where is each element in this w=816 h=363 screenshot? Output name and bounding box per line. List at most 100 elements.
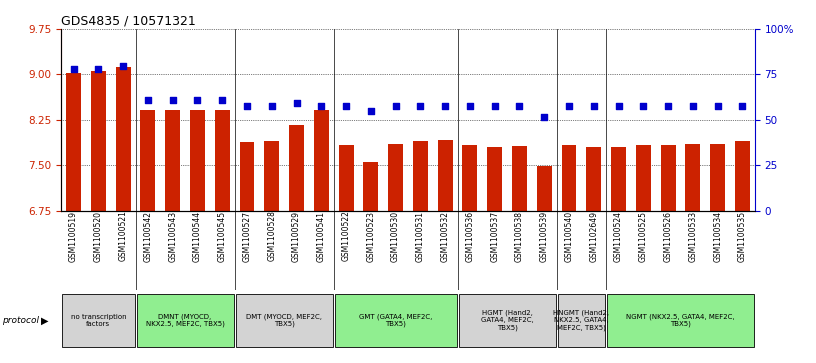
Point [414, 103, 427, 109]
Text: GSM1100532: GSM1100532 [441, 211, 450, 261]
Bar [413, 141, 428, 211]
Point [612, 103, 625, 109]
Text: ▶: ▶ [41, 315, 48, 325]
Bar [611, 147, 626, 211]
Bar [636, 145, 650, 211]
Bar [710, 144, 725, 211]
Text: GSM1100519: GSM1100519 [69, 211, 78, 261]
Bar [66, 73, 81, 211]
Text: DMNT (MYOCD,
NKX2.5, MEF2C, TBX5): DMNT (MYOCD, NKX2.5, MEF2C, TBX5) [145, 313, 224, 327]
Point [290, 99, 303, 105]
FancyBboxPatch shape [136, 294, 233, 347]
Text: GSM1100526: GSM1100526 [663, 211, 672, 261]
Point [166, 97, 180, 103]
FancyBboxPatch shape [607, 294, 754, 347]
Text: GSM1100534: GSM1100534 [713, 211, 722, 262]
FancyBboxPatch shape [557, 294, 605, 347]
Text: NGMT (NKX2.5, GATA4, MEF2C,
TBX5): NGMT (NKX2.5, GATA4, MEF2C, TBX5) [626, 313, 734, 327]
Bar [314, 110, 329, 211]
Bar [116, 67, 131, 211]
Bar [735, 141, 750, 211]
Text: GSM1100531: GSM1100531 [416, 211, 425, 261]
Bar [463, 144, 477, 211]
Text: GSM1100545: GSM1100545 [218, 211, 227, 262]
Point [463, 103, 477, 109]
Text: GDS4835 / 10571321: GDS4835 / 10571321 [61, 15, 196, 28]
FancyBboxPatch shape [62, 294, 135, 347]
Point [662, 103, 675, 109]
Bar [487, 147, 502, 211]
Bar [363, 162, 379, 211]
Text: GSM1100521: GSM1100521 [118, 211, 127, 261]
Bar [561, 145, 576, 211]
Text: GSM1100522: GSM1100522 [342, 211, 351, 261]
Bar [165, 110, 180, 211]
Bar [661, 144, 676, 211]
Text: GSM1100520: GSM1100520 [94, 211, 103, 261]
Text: GSM1100527: GSM1100527 [242, 211, 251, 261]
Point [265, 103, 278, 109]
Text: GSM1100541: GSM1100541 [317, 211, 326, 261]
Point [315, 103, 328, 109]
Point [339, 103, 353, 109]
Bar [339, 145, 353, 211]
Text: GSM1100539: GSM1100539 [539, 211, 548, 262]
FancyBboxPatch shape [236, 294, 333, 347]
Bar [587, 147, 601, 211]
Point [736, 103, 749, 109]
Text: HNGMT (Hand2,
NKX2.5, GATA4,
MEF2C, TBX5): HNGMT (Hand2, NKX2.5, GATA4, MEF2C, TBX5… [553, 310, 610, 331]
Point [364, 108, 377, 114]
Bar [289, 125, 304, 211]
Bar [685, 144, 700, 211]
Bar [190, 110, 205, 211]
Text: DMT (MYOCD, MEF2C,
TBX5): DMT (MYOCD, MEF2C, TBX5) [246, 313, 322, 327]
Bar [140, 110, 155, 211]
Bar [388, 144, 403, 211]
Point [636, 103, 650, 109]
Point [488, 103, 501, 109]
FancyBboxPatch shape [459, 294, 556, 347]
Bar [215, 110, 229, 211]
Bar [240, 142, 255, 211]
Bar [512, 146, 527, 211]
Point [215, 97, 228, 103]
Text: GSM1102649: GSM1102649 [589, 211, 598, 261]
Text: GSM1100525: GSM1100525 [639, 211, 648, 261]
Text: GSM1100544: GSM1100544 [193, 211, 202, 262]
Point [686, 103, 699, 109]
Point [141, 97, 154, 103]
Point [117, 63, 130, 69]
Point [67, 66, 80, 72]
Text: GSM1100524: GSM1100524 [614, 211, 623, 261]
Point [562, 103, 575, 109]
FancyBboxPatch shape [335, 294, 457, 347]
Text: GSM1100536: GSM1100536 [465, 211, 474, 262]
Text: GSM1100537: GSM1100537 [490, 211, 499, 262]
Point [191, 97, 204, 103]
Point [711, 103, 724, 109]
Text: GSM1100540: GSM1100540 [565, 211, 574, 262]
Text: GSM1100535: GSM1100535 [738, 211, 747, 262]
Point [92, 66, 105, 72]
Point [241, 103, 254, 109]
Text: HGMT (Hand2,
GATA4, MEF2C,
TBX5): HGMT (Hand2, GATA4, MEF2C, TBX5) [481, 310, 534, 331]
Text: GMT (GATA4, MEF2C,
TBX5): GMT (GATA4, MEF2C, TBX5) [359, 313, 432, 327]
Text: GSM1100530: GSM1100530 [391, 211, 400, 262]
Text: GSM1100542: GSM1100542 [144, 211, 153, 261]
Text: no transcription
factors: no transcription factors [70, 314, 126, 327]
Point [389, 103, 402, 109]
Bar [264, 141, 279, 211]
Text: GSM1100533: GSM1100533 [689, 211, 698, 262]
Bar [537, 166, 552, 211]
Text: GSM1100529: GSM1100529 [292, 211, 301, 261]
Bar [91, 72, 106, 211]
Point [513, 103, 526, 109]
Bar [437, 140, 453, 211]
Text: GSM1100538: GSM1100538 [515, 211, 524, 261]
Point [538, 114, 551, 120]
Text: GSM1100523: GSM1100523 [366, 211, 375, 261]
Point [439, 103, 452, 109]
Point [588, 103, 601, 109]
Text: protocol: protocol [2, 316, 38, 325]
Text: GSM1100543: GSM1100543 [168, 211, 177, 262]
